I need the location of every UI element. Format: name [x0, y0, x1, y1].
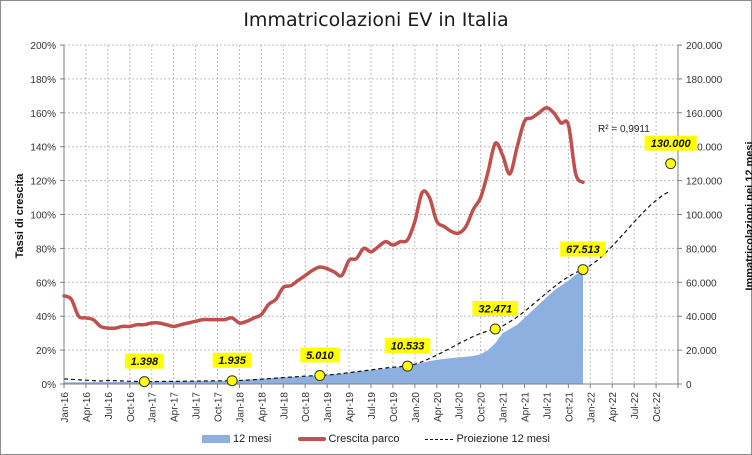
x-tick-label: Jul-19: [367, 392, 378, 420]
data-label: 130.000: [651, 138, 692, 150]
legend-label: Crescita parco: [328, 433, 400, 445]
legend-swatch-dashed: [425, 438, 454, 440]
y-right-tick-label: 80.000: [686, 244, 717, 255]
data-label-bg: [124, 353, 164, 369]
r-squared-label: R² = 0,9911: [598, 124, 650, 135]
data-marker: [489, 323, 501, 335]
legend-item-crescita-parco: Crescita parco: [297, 433, 400, 445]
y-left-tick-label: 140%: [30, 143, 56, 154]
x-tick-label: Jul-18: [279, 392, 290, 420]
legend-item-12-mesi: 12 mesi: [201, 433, 272, 445]
y-left-tick-label: 100%: [30, 211, 56, 222]
data-label: 1.935: [218, 355, 246, 367]
x-tick-label: Apr-19: [345, 392, 356, 422]
x-tick-label: Jul-20: [455, 392, 466, 420]
y-right-tick-label: 160.000: [686, 109, 723, 120]
x-tick-label: Apr-16: [82, 392, 93, 422]
legend-item-proiezione: Proiezione 12 mesi: [425, 433, 550, 445]
x-tick-label: Oct-16: [126, 392, 137, 422]
trend-line-proiezione: [63, 190, 671, 383]
data-label: 10.533: [391, 341, 425, 353]
y-left-tick-label: 120%: [30, 177, 56, 188]
x-tick-label: Jan-19: [323, 392, 334, 423]
legend-swatch-line: [297, 437, 326, 441]
x-tick-label: Apr-18: [257, 392, 268, 422]
data-label-bg: [212, 352, 252, 368]
x-tick-label: Jul-22: [630, 392, 641, 420]
data-label: 5.010: [306, 350, 334, 362]
x-tick-label: Jan-17: [148, 392, 159, 423]
axes: [60, 44, 682, 388]
legend-label: Proiezione 12 mesi: [456, 433, 550, 445]
data-marker: [226, 375, 238, 387]
area-series-12-mesi: [64, 269, 583, 384]
legend-label: 12 mesi: [232, 433, 272, 445]
y-left-tick-label: 80%: [36, 244, 56, 255]
x-tick-label: Jan-20: [411, 392, 422, 423]
data-marker: [138, 376, 150, 388]
x-tick-label: Jan-18: [235, 392, 246, 423]
data-label: 32.471: [478, 303, 512, 315]
area-12-mesi: [64, 269, 583, 384]
y-right-tick-label: 100.000: [686, 211, 723, 222]
y-left-tick-label: 60%: [36, 278, 56, 289]
x-tick-label: Jul-16: [104, 392, 115, 420]
annotations: 1.398 1.935 5.010 10.533 32.471 67.513 130.000: [124, 135, 697, 388]
data-marker: [577, 264, 589, 276]
y-left-tick-label: 200%: [30, 41, 56, 52]
y-right-tick-label: 180.000: [686, 75, 723, 86]
line-series-crescita-parco: [62, 105, 585, 330]
data-label: 1.398: [131, 356, 159, 368]
data-label-bg: [384, 338, 431, 354]
data-label-bg: [300, 347, 340, 363]
chart-title: Immatricolazioni EV in Italia: [243, 9, 509, 31]
x-tick-label: Oct-19: [389, 392, 400, 422]
y-left-tick-label: 180%: [30, 75, 56, 86]
y-right-tick-label: 120.000: [686, 177, 723, 188]
x-tick-label: Jul-17: [192, 392, 203, 420]
x-tick-label: Apr-20: [433, 392, 444, 422]
line-crescita-parco: [62, 105, 585, 330]
x-tick-label: Oct-18: [301, 392, 312, 422]
data-label-bg: [472, 300, 519, 316]
x-tick-label: Oct-20: [477, 392, 488, 422]
y-left-tick-label: 40%: [36, 312, 56, 323]
y-right-tick-label: 140.000: [686, 143, 723, 154]
x-tick-label: Apr-17: [170, 392, 181, 422]
y-right-tick-label: 60.000: [686, 278, 717, 289]
data-marker: [314, 370, 326, 382]
data-marker: [665, 158, 677, 170]
y-left-tick-label: 0%: [42, 380, 57, 391]
x-tick-label: Oct-21: [564, 392, 575, 422]
data-label-bg: [560, 241, 606, 257]
y-right-tick-label: 20.000: [686, 346, 717, 357]
x-tick-label: Jan-16: [60, 392, 71, 423]
data-marker: [402, 360, 414, 372]
x-tick-label: Jan-22: [586, 392, 597, 423]
y-right-tick-label: 40.000: [686, 312, 717, 323]
y-left-tick-label: 20%: [36, 346, 56, 357]
tick-labels: 0% 20% 40% 60% 80% 100% 120% 140% 160% 180% 200% 0 2…: [30, 41, 722, 423]
data-label: 67.513: [566, 244, 600, 256]
y-left-tick-label: 160%: [30, 109, 56, 120]
data-label-bg: [644, 135, 697, 151]
grid: [64, 44, 678, 384]
x-tick-label: Oct-17: [214, 392, 225, 422]
x-tick-label: Apr-21: [521, 392, 532, 422]
legend-swatch-area: [201, 435, 230, 443]
x-tick-label: Apr-22: [608, 392, 619, 422]
x-tick-label: Jan-21: [499, 392, 510, 423]
y-right-tick-label: 200.000: [686, 41, 723, 52]
y-right-tick-label: 0: [686, 380, 692, 391]
x-tick-label: Jul-21: [542, 392, 553, 420]
legend: 12 mesi Crescita parco Proiezione 12 mes…: [0, 433, 752, 445]
trend-series-proiezione: [63, 190, 671, 383]
x-tick-label: Oct-22: [652, 392, 663, 422]
